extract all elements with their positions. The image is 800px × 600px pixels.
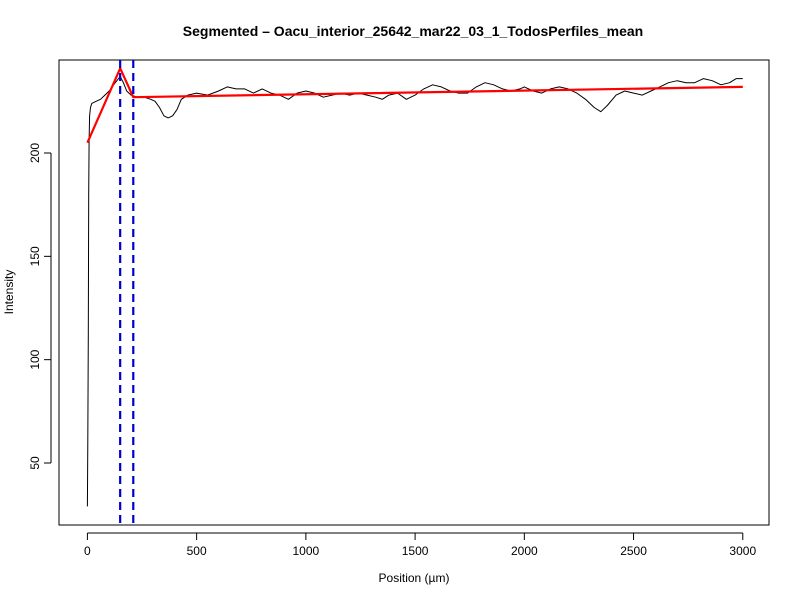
raw-profile-line: [86, 76, 743, 507]
y-tick-label: 100: [28, 349, 42, 369]
x-tick-label: 1000: [293, 544, 320, 558]
y-axis-label: Intensity: [2, 270, 16, 315]
x-axis-label: Position (µm): [379, 571, 450, 585]
x-tick-label: 3000: [729, 544, 756, 558]
y-tick-label: 200: [28, 143, 42, 163]
segmented-fit-line: [86, 67, 743, 144]
plot-frame: [58, 59, 770, 526]
axes: 0 500 1000 1500 2000 2500 3000 50 100 150 200: [28, 143, 756, 558]
x-tick-label: 1500: [402, 544, 429, 558]
y-tick-label: 50: [28, 456, 42, 470]
x-tick-label: 2000: [511, 544, 538, 558]
x-tick-label: 0: [84, 544, 91, 558]
y-tick-label: 150: [28, 246, 42, 266]
x-tick-label: 2500: [620, 544, 647, 558]
x-tick-label: 500: [187, 544, 207, 558]
chart-title: Segmented – Oacu_interior_25642_mar22_03…: [183, 23, 643, 39]
plot-area: [86, 60, 743, 525]
